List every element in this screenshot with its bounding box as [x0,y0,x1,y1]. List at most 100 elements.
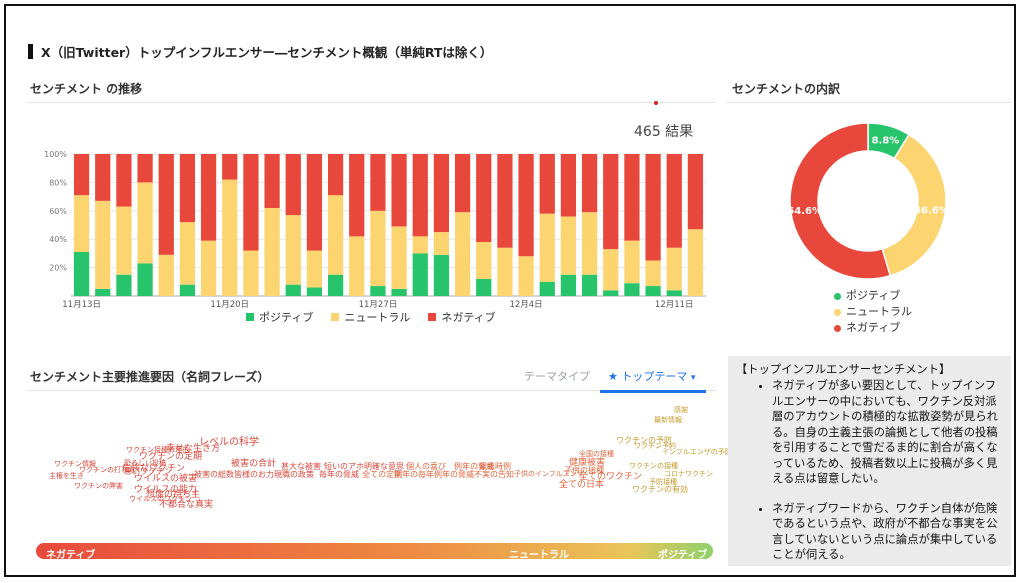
word-cloud-term[interactable]: 悪いワクチン [124,467,172,476]
bar-segment-negative[interactable] [222,154,238,180]
word-cloud-term[interactable]: ワクチン接種の理由 [126,446,189,454]
bar-segment-neutral[interactable] [581,212,598,275]
bar-segment-neutral[interactable] [179,222,196,285]
bar-segment-negative[interactable] [95,154,111,201]
bar-segment-positive[interactable] [581,274,598,296]
bar-segment-neutral[interactable] [497,247,513,296]
bar-segment-neutral[interactable] [454,212,471,296]
bar-segment-neutral[interactable] [433,232,450,255]
word-cloud-term[interactable]: ウイルスの能力 [134,485,198,495]
bar-segment-negative[interactable] [433,154,450,233]
word-cloud-term[interactable]: 感謝 [674,406,688,414]
donut-legend-neutral[interactable]: ニュートラル [834,304,912,320]
word-cloud-term[interactable]: 想像の持ち主 [146,490,201,500]
bar-segment-neutral[interactable] [200,240,217,296]
word-cloud-term[interactable]: ワクチンの接種 [629,462,678,470]
bar-segment-neutral[interactable] [370,210,386,287]
word-cloud-term[interactable]: 被害の総数 [194,470,234,479]
word-cloud-term[interactable]: 被害の合計 [231,459,277,469]
bar-segment-negative[interactable] [349,154,365,237]
word-cloud-term[interactable]: 例年の脅威 [454,462,494,471]
bar-segment-neutral[interactable] [137,182,153,264]
bar-segment-positive[interactable] [116,274,132,296]
bar-segment-negative[interactable] [666,154,682,248]
bar-segment-negative[interactable] [539,154,555,214]
bar-segment-negative[interactable] [264,154,280,208]
bar-segment-positive[interactable] [327,274,344,296]
bar-segment-positive[interactable] [95,288,111,296]
word-cloud-term[interactable]: ワクチン予約 [634,442,676,450]
bar-segment-positive[interactable] [476,278,492,296]
bar-segment-neutral[interactable] [624,240,640,284]
word-cloud-term[interactable]: コロナワクチン [664,470,713,478]
bar-segment-neutral[interactable] [95,200,111,289]
bar-segment-negative[interactable] [412,154,428,237]
bar-segment-negative[interactable] [454,154,471,213]
word-cloud-term[interactable]: ワクチンの打ち方 [79,466,135,474]
word-cloud-term[interactable]: 例年の脅威 [434,470,474,479]
bar-segment-negative[interactable] [306,154,323,251]
word-cloud-term[interactable]: 全てのワクチン [579,472,643,482]
bar-segment-neutral[interactable] [560,216,577,275]
bar-segment-negative[interactable] [285,154,301,216]
bar-segment-negative[interactable] [200,154,217,241]
bar-segment-neutral[interactable] [306,250,323,288]
bar-segment-positive[interactable] [645,286,661,296]
bar-segment-neutral[interactable] [285,215,301,285]
word-cloud-term[interactable]: 例年の毎年 [394,470,434,479]
bar-segment-neutral[interactable] [116,206,132,275]
word-cloud-term[interactable]: 現職の政策 [274,470,314,479]
word-cloud-term[interactable]: 恐ろしい投稿 [124,459,166,467]
bar-segment-negative[interactable] [243,154,259,251]
word-cloud-term[interactable]: ワクチンの弊害 [74,482,123,490]
bar-segment-neutral[interactable] [243,250,259,296]
bar-segment-negative[interactable] [370,154,386,211]
bar-segment-neutral[interactable] [666,247,682,291]
bar-segment-positive[interactable] [539,281,555,296]
bar-segment-negative[interactable] [624,154,640,241]
bar-segment-negative[interactable] [581,154,598,213]
bar-segment-positive[interactable] [179,284,196,296]
word-cloud-term[interactable]: 全国の接種 [579,450,614,458]
donut-slice-neutral[interactable] [881,133,947,277]
donut-legend-positive[interactable]: ポジティブ [834,288,912,304]
bar-segment-positive[interactable] [433,254,450,296]
bar-segment-positive[interactable] [285,284,301,296]
legend-item-neutral[interactable]: ニュートラル [331,309,410,325]
bar-segment-negative[interactable] [391,154,407,227]
bar-segment-neutral[interactable] [412,236,428,254]
bar-segment-negative[interactable] [476,154,492,243]
word-cloud-term[interactable]: 毎年の脅威 [319,470,359,479]
bar-segment-positive[interactable] [370,286,386,296]
bar-segment-negative[interactable] [179,154,196,223]
bar-segment-negative[interactable] [560,154,577,217]
bar-segment-positive[interactable] [603,290,619,296]
bar-segment-neutral[interactable] [518,256,534,296]
word-cloud-term[interactable]: ウイルスの被害 [134,474,198,484]
word-cloud-term[interactable]: 全ての日本 [559,480,605,490]
word-cloud-term[interactable]: 短いのアホ [324,462,364,471]
bar-segment-positive[interactable] [560,274,577,296]
word-cloud-term[interactable]: 主権を生き [49,472,84,480]
word-cloud-term[interactable]: 子供のインフルエンザ [514,470,584,478]
word-cloud-term[interactable]: 明確な意思 [364,462,404,471]
bar-segment-neutral[interactable] [539,213,555,282]
legend-item-positive[interactable]: ポジティブ [246,309,313,325]
bar-segment-neutral[interactable] [73,195,90,252]
word-cloud-term[interactable]: 最新情報 [654,416,682,424]
legend-item-negative[interactable]: ネガティブ [428,309,496,325]
bar-segment-positive[interactable] [412,253,428,296]
bar-segment-neutral[interactable] [349,236,365,296]
bar-segment-positive[interactable] [137,263,153,296]
word-cloud-term[interactable]: 甚大な被害 [281,462,321,471]
bar-segment-negative[interactable] [137,154,153,183]
word-cloud-term[interactable]: ウイルスのワクチン [129,495,192,503]
tab-top-theme[interactable]: ★ トップテーマ ▾ [600,368,706,393]
word-cloud-term[interactable]: 健康被害 [569,458,606,468]
bar-segment-neutral[interactable] [222,179,238,296]
bar-segment-negative[interactable] [687,154,704,230]
word-cloud-term[interactable]: 皆様のお力 [234,470,274,479]
bar-segment-positive[interactable] [624,283,640,296]
word-cloud-term[interactable]: 個人の喜び [406,462,446,471]
bar-segment-neutral[interactable] [391,226,407,289]
